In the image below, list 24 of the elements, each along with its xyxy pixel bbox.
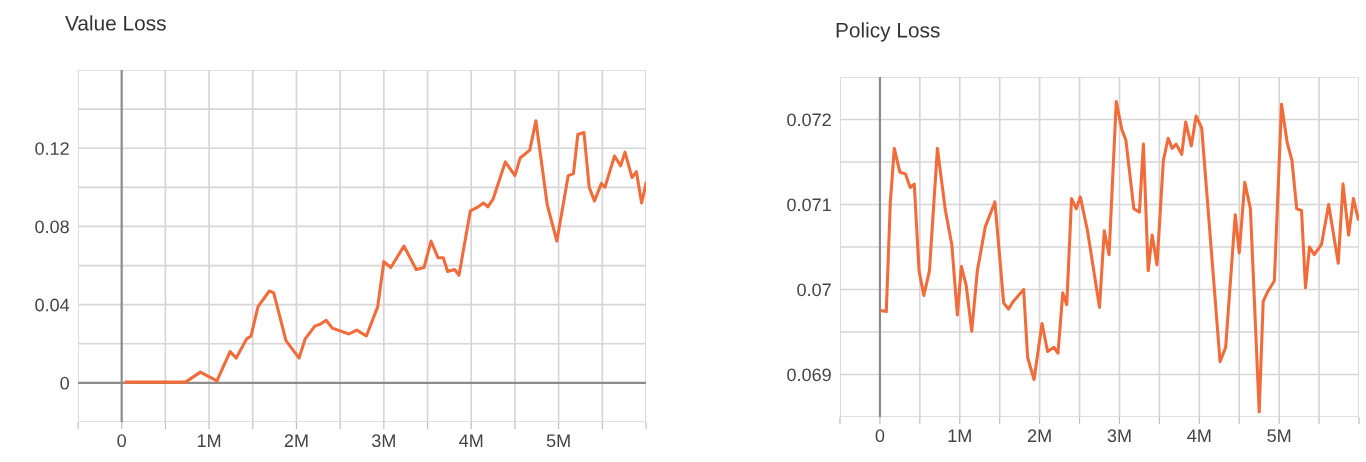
y-tick-label: 0.071 xyxy=(787,198,831,212)
line-series xyxy=(124,119,646,384)
y-tick-label: 0.069 xyxy=(787,368,831,382)
x-tick-label: 5M xyxy=(1267,429,1291,443)
chart-title: Policy Loss xyxy=(836,22,940,42)
chart-title: Value Loss xyxy=(65,15,166,31)
x-tick-label: 2M xyxy=(1027,429,1051,442)
x-tick-label: 1M xyxy=(948,429,971,442)
x-tick-label: 4M xyxy=(1187,429,1211,442)
x-tick-label: 0 xyxy=(875,429,885,443)
x-tick-label: 3M xyxy=(1107,429,1131,443)
y-tick-label: 0.12 xyxy=(35,142,69,155)
x-tick-label: 1M xyxy=(197,434,221,447)
y-tick-label: 0.04 xyxy=(35,298,70,312)
y-tick-label: 0.07 xyxy=(797,283,831,297)
x-tick-label: 0 xyxy=(117,434,127,448)
y-tick-label: 0.08 xyxy=(35,220,69,234)
x-tick-label: 3M xyxy=(371,434,395,448)
y-tick-label: 0 xyxy=(60,376,69,390)
x-tick-label: 2M xyxy=(284,434,308,447)
y-tick-label: 0.072 xyxy=(787,113,831,127)
x-tick-label: 4M xyxy=(459,434,483,447)
x-tick-label: 5M xyxy=(546,434,570,448)
line-series xyxy=(880,100,1359,414)
